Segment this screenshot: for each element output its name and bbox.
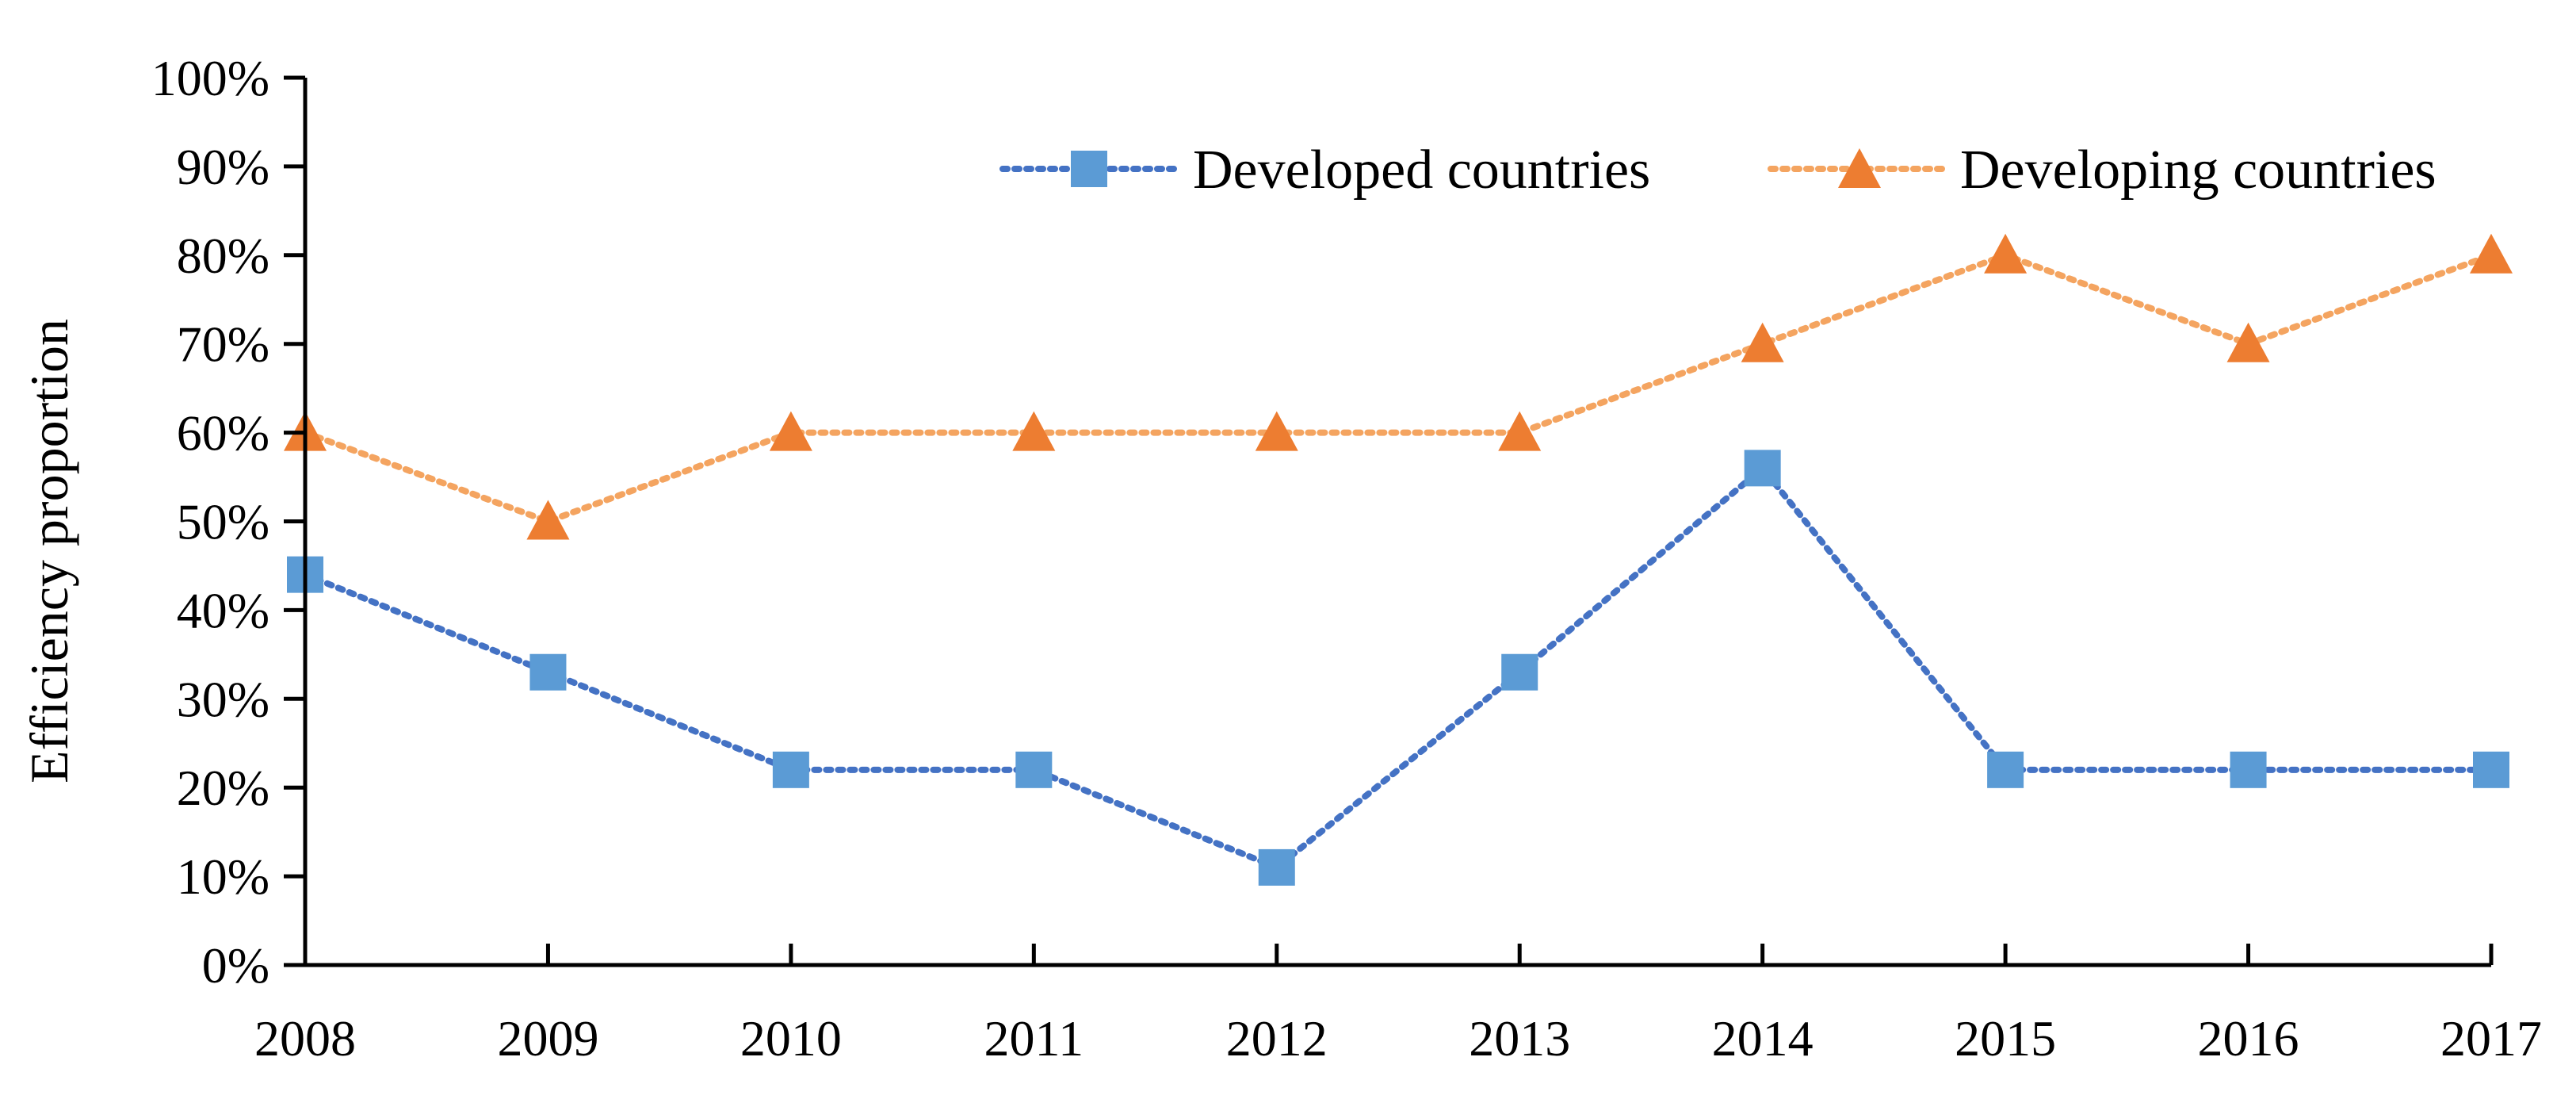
series-line-1 [302, 251, 2494, 525]
data-point-square [1744, 450, 1781, 487]
y-tick-label: 60% [177, 405, 269, 461]
y-tick-label: 80% [177, 228, 269, 284]
data-point-square [2230, 751, 2267, 788]
y-tick-label: 100% [151, 50, 269, 106]
data-point-square [1015, 751, 1053, 788]
data-point-square [2473, 751, 2509, 788]
legend-marker-triangle [1838, 148, 1881, 188]
data-point-triangle [526, 500, 570, 540]
data-point-square [1501, 653, 1538, 691]
data-point-triangle [1012, 411, 1056, 451]
x-tick-label: 2014 [1712, 1010, 1814, 1067]
series-lines [302, 251, 2494, 871]
data-point-square [772, 751, 809, 788]
x-axis-ticks: 2008 2009 2010 2011 2012 2013 2014 2015 2016 2017 [254, 944, 2542, 1067]
data-point-triangle [769, 411, 812, 451]
series-line-0 [302, 465, 2494, 871]
y-tick-label: 0% [202, 937, 269, 994]
x-tick-label: 2009 [497, 1010, 598, 1067]
x-tick-label: 2012 [1226, 1010, 1328, 1067]
x-tick-label: 2017 [2440, 1010, 2542, 1067]
y-axis-ticks: 0% 10% 20% 30% 40% 50% 60% 70% 80% 90% 100% [151, 50, 305, 994]
data-point-square [529, 653, 567, 691]
data-point-triangle [2226, 322, 2270, 362]
data-point-triangle [2470, 233, 2513, 274]
legend-marker-square [1071, 151, 1107, 187]
y-tick-label: 40% [177, 582, 269, 638]
series-markers [284, 233, 2513, 886]
y-tick-label: 50% [177, 494, 269, 550]
y-tick-label: 20% [177, 760, 269, 816]
data-point-square [1987, 751, 2024, 788]
y-tick-label: 10% [177, 848, 269, 905]
legend-item-developing: Developing countries [1768, 140, 2436, 201]
x-tick-label: 2008 [254, 1010, 356, 1067]
legend-label-developed: Developed countries [1193, 140, 1650, 201]
y-tick-label: 30% [177, 671, 269, 727]
data-point-triangle [1741, 322, 1784, 362]
x-tick-label: 2016 [2198, 1010, 2299, 1067]
x-tick-label: 2015 [1955, 1010, 2056, 1067]
legend: Developed countries Developing countries [999, 140, 2436, 201]
y-axis-title: Efficiency proportion [19, 319, 79, 783]
data-point-triangle [1255, 411, 1298, 451]
y-tick-label: 90% [177, 139, 269, 195]
legend-label-developing: Developing countries [1960, 140, 2436, 201]
x-tick-label: 2011 [984, 1010, 1084, 1067]
y-tick-label: 70% [177, 316, 269, 373]
x-tick-label: 2013 [1469, 1010, 1570, 1067]
x-tick-label: 2010 [740, 1010, 842, 1067]
data-point-square [1258, 848, 1295, 886]
data-point-triangle [1984, 233, 2028, 274]
legend-item-developed: Developed countries [999, 140, 1650, 201]
data-point-triangle [1498, 411, 1542, 451]
